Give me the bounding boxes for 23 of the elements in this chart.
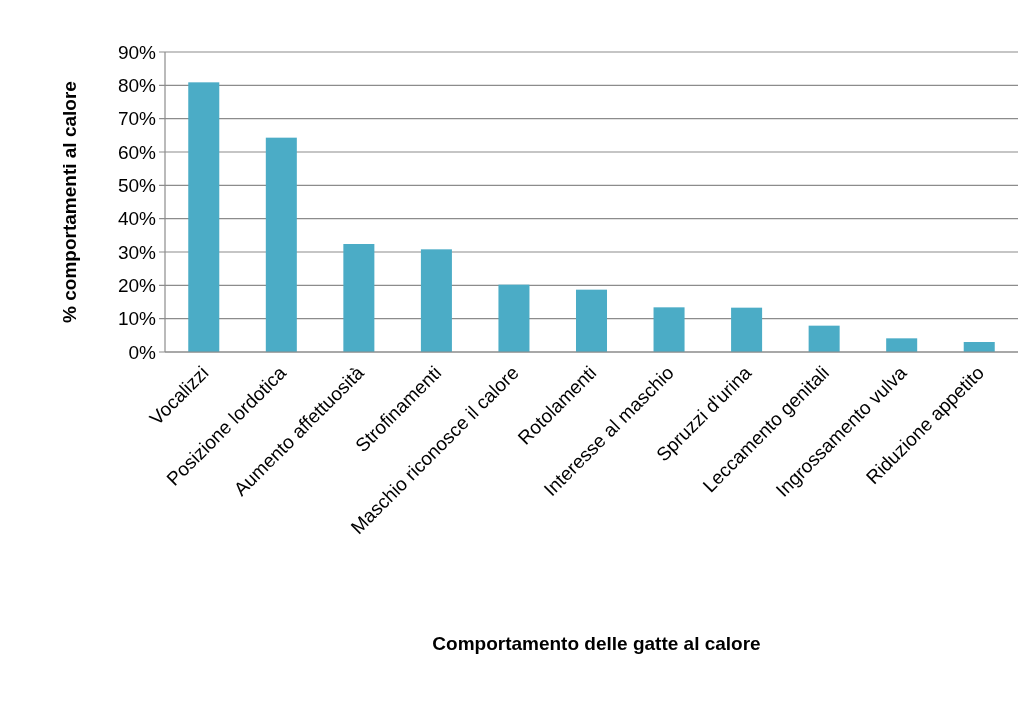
y-tick-label: 90% [117,41,157,63]
y-tick-label: 50% [117,174,157,196]
bar [188,82,220,352]
y-tick-label: 10% [117,308,157,330]
y-tick-label: 30% [117,241,157,263]
bar [420,249,452,352]
y-axis-title: % comportamenti al calore [59,81,80,323]
y-tick-label: 0% [128,341,157,363]
bar [731,307,763,352]
bar [653,307,685,352]
y-tick-label: 40% [117,208,157,230]
bar [343,244,375,352]
y-tick-label: 70% [117,108,157,130]
bar [886,338,918,352]
bar [498,284,530,352]
x-axis-title: Comportamento delle gatte al calore [432,633,761,654]
bar [963,342,995,352]
bar [575,289,608,352]
y-tick-label: 60% [117,141,157,163]
y-tick-label: 80% [117,74,157,96]
bar [808,325,840,352]
bar [265,137,297,352]
y-tick-label: 20% [117,274,157,296]
